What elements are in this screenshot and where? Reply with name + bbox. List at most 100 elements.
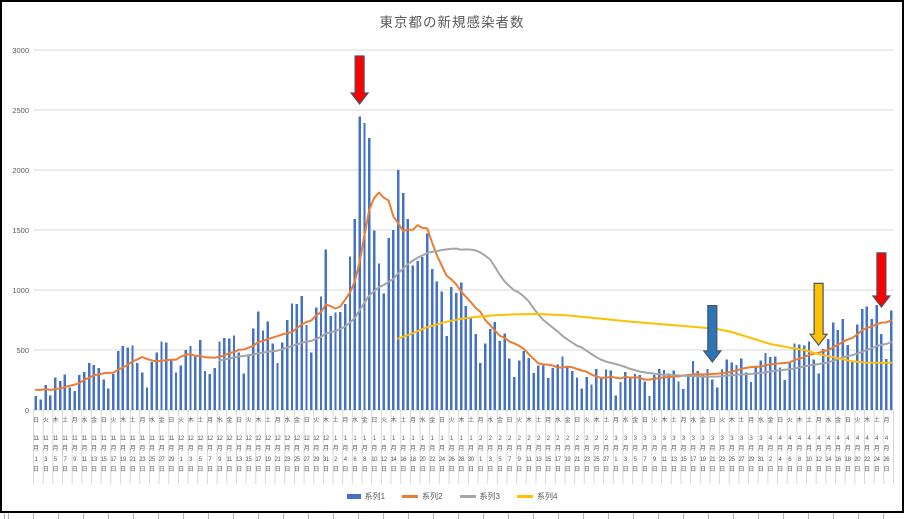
x-axis-label-part: 月 — [690, 446, 696, 452]
x-axis-date-label: 金 2 月 19 日 — [561, 416, 573, 476]
x-axis-label-part: 月 — [738, 446, 745, 452]
x-axis-label-part: 金 — [767, 418, 774, 424]
bar-daily-value — [474, 334, 477, 410]
x-axis-label-part: 日 — [564, 467, 571, 473]
x-axis-label-part: 1 — [353, 435, 357, 442]
bar-daily-value — [556, 364, 559, 410]
x-axis-label-part: 4 — [836, 435, 840, 442]
x-axis-label-part: 日 — [381, 467, 387, 473]
x-axis-label-part: 4 — [875, 435, 878, 442]
bar-daily-value — [885, 359, 888, 410]
x-axis-label-part: 月 — [554, 446, 561, 452]
x-axis-label-part: 日 — [477, 467, 484, 473]
x-axis-label-part: 1 — [614, 456, 618, 463]
bar-daily-value — [208, 374, 212, 410]
bar-daily-value — [450, 286, 453, 410]
bar-daily-value — [92, 365, 96, 410]
bar-daily-value — [672, 370, 675, 410]
x-axis-date-label: 月 1 月 4 日 — [339, 416, 351, 476]
bar-daily-value — [141, 372, 144, 410]
bar-daily-value — [242, 373, 245, 410]
x-axis-label-part: 月 — [81, 446, 87, 452]
x-axis-label-part: 火 — [110, 418, 116, 424]
x-axis-label-part: 月 — [854, 446, 860, 452]
legend-label-series1: 系列1 — [364, 492, 386, 501]
x-axis-label-part: 月 — [806, 446, 812, 452]
x-axis-label-part: 1 — [334, 435, 337, 442]
bar-daily-value — [590, 384, 593, 410]
x-axis-label-part: 日 — [815, 467, 822, 473]
x-axis-label-part: 日 — [245, 467, 252, 473]
x-axis-label-part: 月 — [236, 446, 242, 452]
x-axis-label-part: 日 — [496, 467, 503, 473]
x-axis-label-part: 30 — [467, 456, 474, 463]
x-axis-date-label: 土 2 月 13 日 — [532, 416, 544, 476]
x-axis-label-part: 月 — [342, 418, 348, 424]
x-axis-label-part: 日 — [255, 467, 261, 473]
x-axis-label-part: 月 — [52, 446, 58, 452]
bar-daily-value — [126, 347, 129, 410]
x-axis-label-part: 3 — [681, 435, 685, 442]
y-axis-tick-label: 2000 — [12, 165, 29, 175]
x-axis-label-part: 月 — [139, 418, 145, 424]
x-axis-label-part: 日 — [641, 418, 648, 424]
x-axis-label-part: 12 — [264, 435, 271, 442]
x-axis-date-label: 木 1 月 14 日 — [387, 416, 399, 476]
x-axis-label-part: 日 — [574, 467, 580, 473]
x-axis-label-part: 日 — [535, 467, 542, 473]
x-axis-label-part: 23 — [284, 456, 290, 463]
x-axis-label-part: 10 — [806, 456, 812, 463]
x-axis-label-part: 月 — [197, 446, 203, 452]
x-axis-label-part: 3 — [691, 435, 695, 442]
x-axis-label-part: 水 — [419, 418, 426, 424]
x-axis-label-part: 1 — [179, 456, 183, 463]
bar-daily-value — [648, 396, 651, 410]
x-axis-label-part: 2 — [585, 435, 589, 442]
bar-daily-value — [860, 308, 864, 410]
x-axis-label-part: 月 — [371, 446, 377, 452]
x-axis-label-part: 11 — [110, 435, 117, 442]
x-axis-label-part: 8 — [363, 456, 366, 463]
x-axis-label-part: 17 — [554, 456, 561, 463]
x-axis-date-label: 金 11 月 13 日 — [88, 416, 100, 476]
bar-daily-value — [561, 356, 564, 410]
x-axis-label-part: 土 — [806, 418, 812, 424]
x-axis-label-part: 3 — [749, 435, 753, 442]
x-axis-label-part: 1 — [411, 435, 415, 442]
x-axis-date-label: 日 1 月 10 日 — [368, 416, 380, 476]
x-axis-label-part: 水 — [690, 418, 696, 424]
bar-daily-value — [701, 373, 704, 410]
x-axis-label-part: 月 — [873, 446, 880, 452]
bar-daily-value — [706, 368, 709, 410]
x-axis-label-part: 月 — [42, 446, 49, 452]
legend-line-swatch-icon — [516, 495, 533, 498]
x-axis-date-label: 木 4 月 8 日 — [793, 416, 805, 476]
x-axis-label-part: 5 — [198, 456, 202, 463]
x-axis-label-part: 12 — [197, 435, 204, 442]
x-axis-label-part: 日 — [516, 467, 522, 473]
x-axis-label-part: 金 — [699, 418, 706, 424]
x-axis-label-part: 日 — [400, 467, 406, 473]
bar-daily-value — [715, 387, 719, 410]
x-axis-label-part: 月 — [477, 418, 484, 424]
x-axis-label-part: 月 — [545, 446, 551, 452]
x-axis-date-label: 金 4 月 2 日 — [764, 416, 776, 476]
x-axis-label-part: 2 — [556, 435, 560, 442]
bar-daily-value — [421, 257, 424, 410]
x-axis-label-part: 17 — [110, 456, 117, 463]
x-axis-label-part: 27 — [738, 456, 745, 463]
x-axis-label-part: 月 — [226, 446, 232, 452]
x-axis-date-label: 火 1 月 26 日 — [445, 416, 457, 476]
x-axis-label-part: 日 — [284, 467, 290, 473]
x-axis-label-part: 日 — [71, 467, 78, 473]
x-axis-label-part: 日 — [410, 467, 416, 473]
x-axis-label-part: 月 — [313, 446, 319, 452]
x-axis-date-label: 水 12 月 9 日 — [214, 416, 226, 476]
x-axis-label-part: 3 — [662, 435, 666, 442]
bar-daily-value — [788, 362, 791, 410]
x-axis-label-part: 1 — [421, 435, 424, 442]
x-axis-label-part: 4 — [778, 435, 782, 442]
x-axis-label-part: 月 — [207, 418, 213, 424]
x-axis-label-part: 27 — [303, 456, 310, 463]
